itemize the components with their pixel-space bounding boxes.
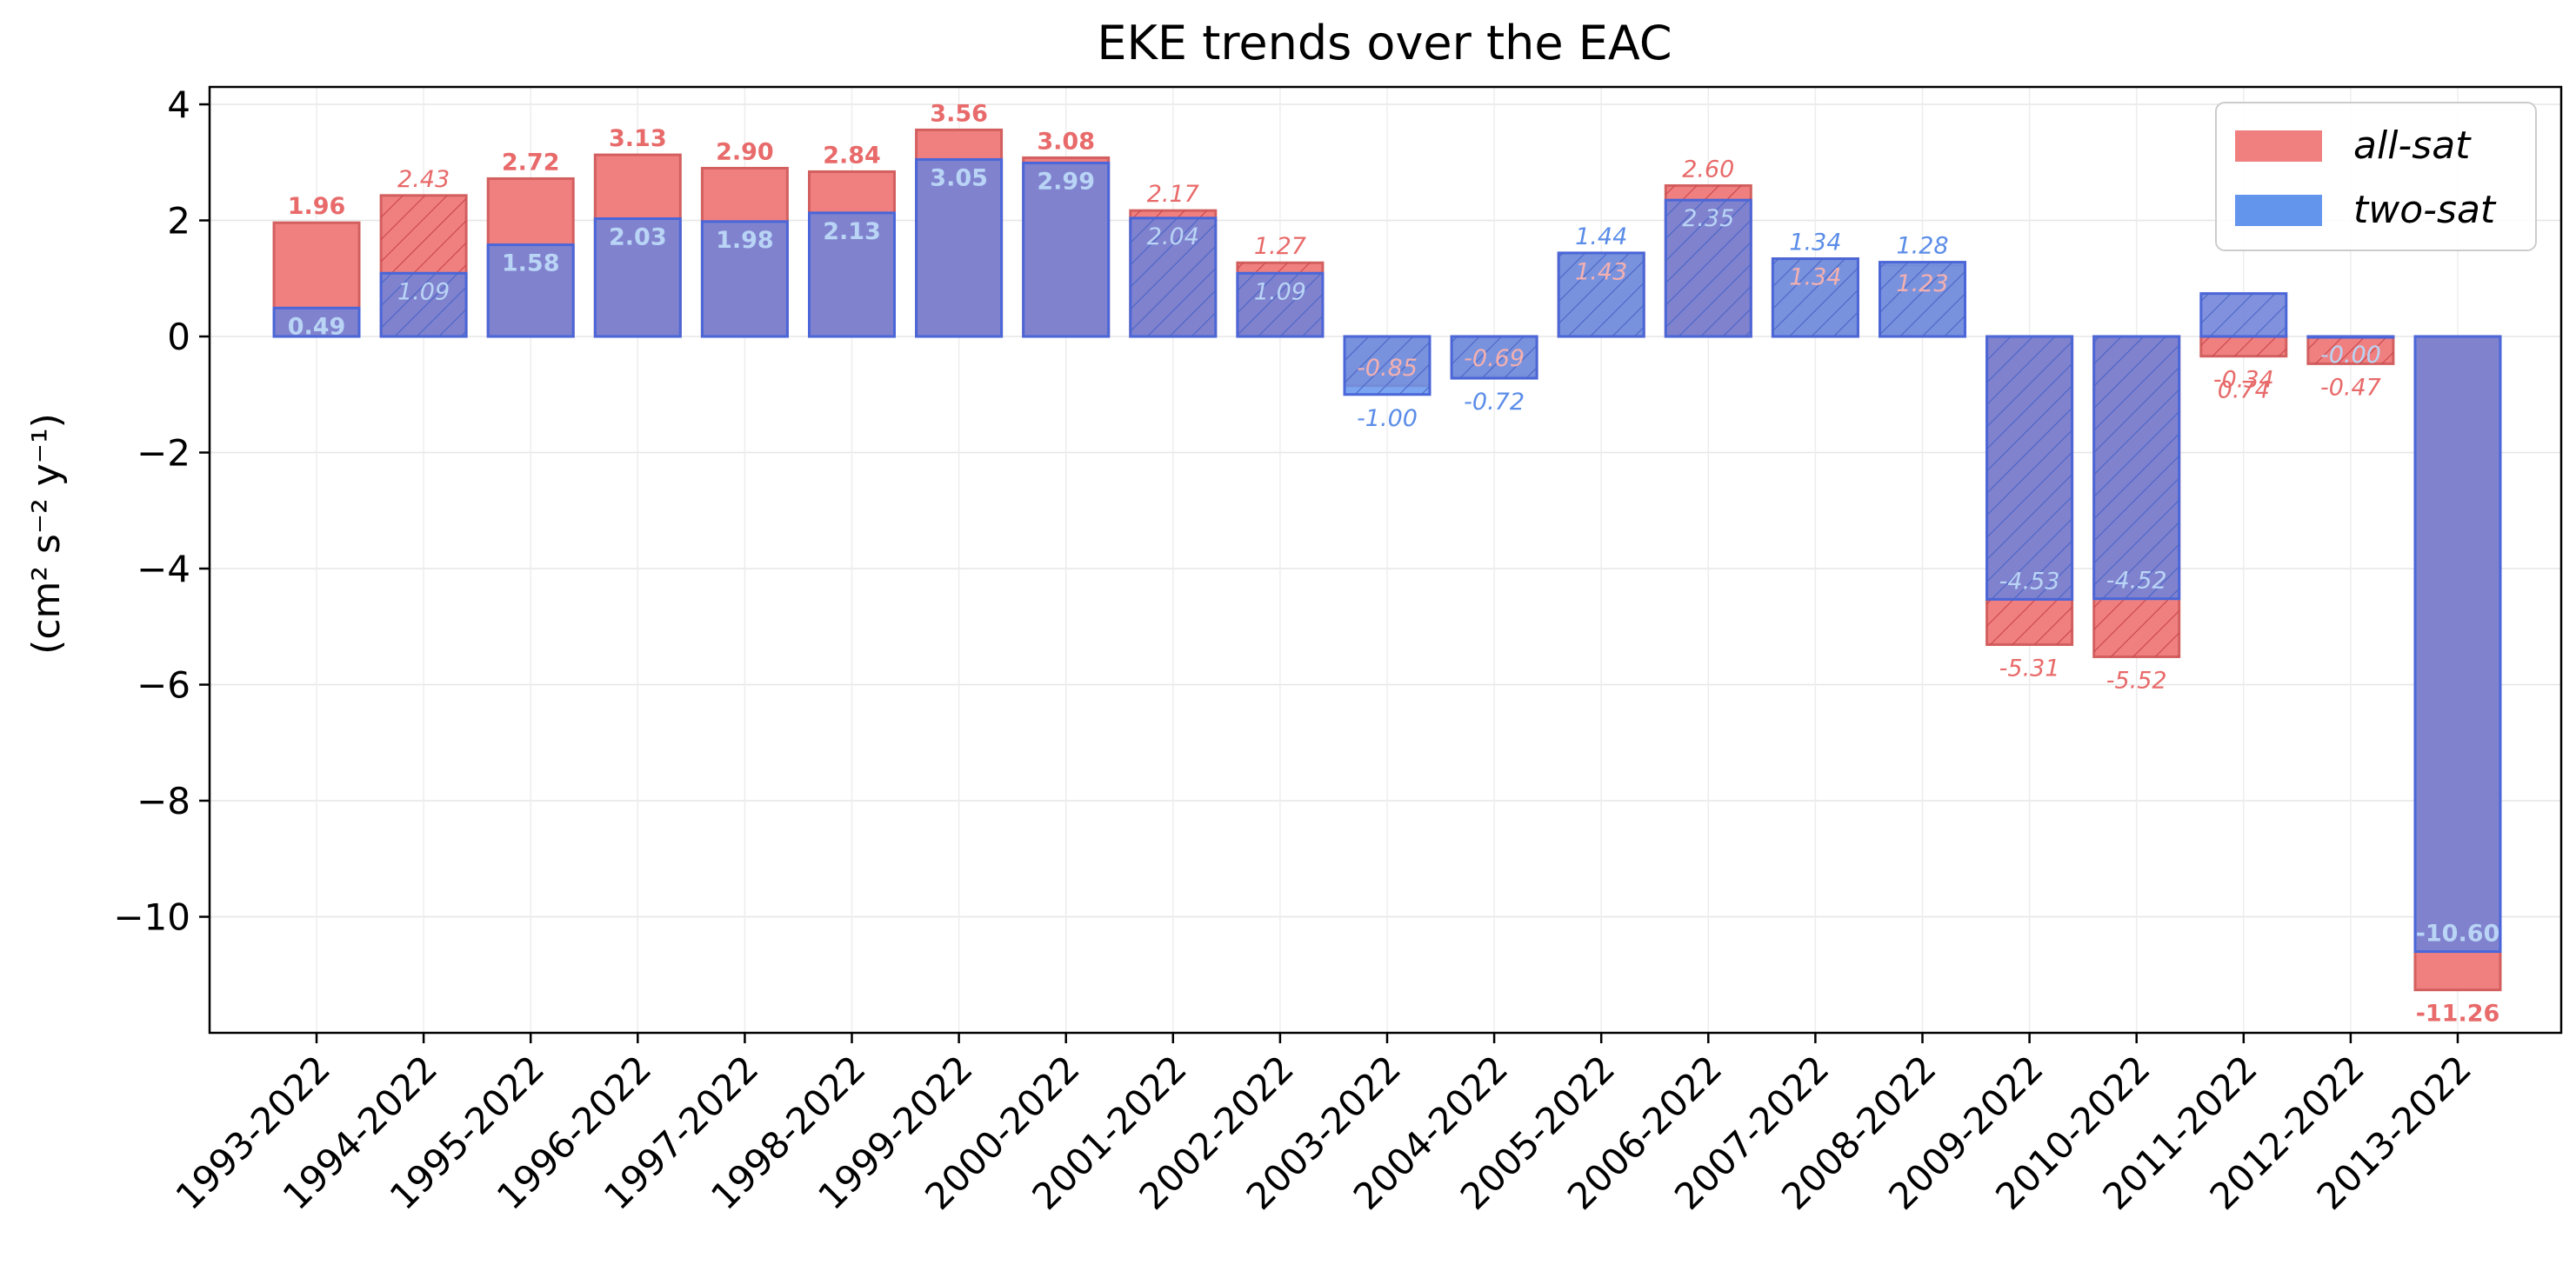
value-label-two-sat: 0.49 xyxy=(288,313,346,340)
value-label-two-sat: 2.99 xyxy=(1037,168,1095,195)
bar-two-sat-hatch xyxy=(1130,217,1216,337)
bar-two-sat-hatch xyxy=(1879,262,1965,337)
bar-two-sat-hatch xyxy=(2200,293,2286,337)
legend-label-two-sat: two-sat xyxy=(2353,188,2497,232)
value-label-all-sat: 3.13 xyxy=(609,125,667,152)
value-label-two-sat: -4.52 xyxy=(2106,568,2167,595)
bar-two-sat xyxy=(272,306,361,338)
value-label-two-sat: -4.53 xyxy=(1999,568,2060,595)
chart-title: EKE trends over the EAC xyxy=(1097,16,1672,70)
value-label-two-sat: -0.00 xyxy=(2320,342,2381,369)
value-label-all-sat: 1.27 xyxy=(1254,233,1306,260)
bar-two-sat-hatch xyxy=(381,273,467,337)
bar-two-sat-hatch xyxy=(1986,336,2072,600)
bar-two-sat xyxy=(700,220,789,338)
legend-label-all-sat: all-sat xyxy=(2353,123,2472,168)
y-tick-label: 2 xyxy=(167,200,190,243)
value-label-all-sat: 2.43 xyxy=(397,166,450,193)
value-label-all-sat: 2.60 xyxy=(1682,156,1734,183)
value-label-two-sat: 1.44 xyxy=(1575,223,1627,250)
value-label-all-sat: -11.26 xyxy=(2416,1001,2500,1028)
value-label-all-sat: 1.23 xyxy=(1896,270,1948,297)
bar-two-sat xyxy=(915,157,1004,338)
value-label-all-sat: 2.84 xyxy=(823,142,881,169)
legend-swatch-all-sat xyxy=(2235,130,2322,162)
bar-two-sat-hatch xyxy=(2307,336,2393,338)
y-tick-label: −2 xyxy=(137,432,190,475)
value-label-two-sat: 1.98 xyxy=(716,227,774,254)
bar-two-sat xyxy=(486,243,575,338)
value-label-all-sat: 1.43 xyxy=(1575,259,1627,286)
bar-two-sat-hatch xyxy=(2093,336,2179,599)
value-label-all-sat: -5.31 xyxy=(1999,655,2060,682)
bar-two-sat-hatch xyxy=(1665,200,1752,337)
legend-swatch-two-sat xyxy=(2235,195,2322,226)
value-label-two-sat: -0.72 xyxy=(1464,389,1525,416)
y-axis-label: (cm² s⁻² y⁻¹) xyxy=(24,413,69,655)
y-tick-label: −6 xyxy=(137,664,190,707)
value-label-all-sat: 2.17 xyxy=(1147,181,1199,208)
y-tick-label: −10 xyxy=(113,896,190,939)
value-label-all-sat: 1.34 xyxy=(1789,264,1841,291)
bar-all-sat-hatch xyxy=(2200,336,2286,356)
bar-all-sat-hatch xyxy=(2307,336,2393,364)
value-label-two-sat: 0.74 xyxy=(2218,377,2270,404)
y-tick-label: 0 xyxy=(167,316,190,358)
value-label-all-sat: 3.56 xyxy=(930,100,988,127)
bar-two-sat-hatch xyxy=(1452,336,1538,379)
bar-two-sat-hatch xyxy=(1772,258,1859,337)
value-label-two-sat: 2.03 xyxy=(609,224,667,251)
value-label-all-sat: -0.85 xyxy=(1357,355,1418,382)
bar-two-sat-hatch xyxy=(1237,273,1323,337)
value-label-two-sat: -10.60 xyxy=(2416,921,2500,948)
bar-two-sat xyxy=(593,217,682,338)
y-tick-label: −4 xyxy=(137,548,190,590)
value-label-two-sat: 2.13 xyxy=(823,218,881,245)
value-label-all-sat: -0.34 xyxy=(2213,367,2274,394)
bar-two-sat xyxy=(808,211,896,338)
value-label-two-sat: -1.00 xyxy=(1357,405,1418,432)
value-label-all-sat: 2.90 xyxy=(716,138,774,165)
value-label-two-sat: 1.58 xyxy=(502,250,560,277)
bar-two-sat-hatch xyxy=(1345,336,1430,395)
bar-two-sat xyxy=(2413,335,2502,954)
value-label-two-sat: 2.04 xyxy=(1147,223,1199,250)
value-label-all-sat: 2.72 xyxy=(502,149,560,176)
value-label-all-sat: -5.52 xyxy=(2106,667,2167,694)
value-label-two-sat: 2.35 xyxy=(1682,205,1734,232)
value-label-two-sat: 1.34 xyxy=(1789,230,1841,256)
plot-frame xyxy=(208,85,2563,1035)
bar-two-sat-hatch xyxy=(1558,252,1645,337)
value-label-all-sat: 3.08 xyxy=(1037,128,1095,155)
value-label-two-sat: 1.28 xyxy=(1896,233,1948,260)
value-label-two-sat: 1.09 xyxy=(1254,278,1306,305)
bar-two-sat xyxy=(1022,161,1111,338)
y-tick-label: −8 xyxy=(137,780,190,822)
value-label-all-sat: 1.96 xyxy=(288,193,346,220)
value-label-all-sat: -0.69 xyxy=(1464,345,1525,372)
y-tick-label: 4 xyxy=(167,83,190,126)
value-label-two-sat: 1.09 xyxy=(397,278,450,305)
value-label-two-sat: 3.05 xyxy=(930,164,988,191)
value-label-all-sat: -0.47 xyxy=(2320,374,2381,401)
